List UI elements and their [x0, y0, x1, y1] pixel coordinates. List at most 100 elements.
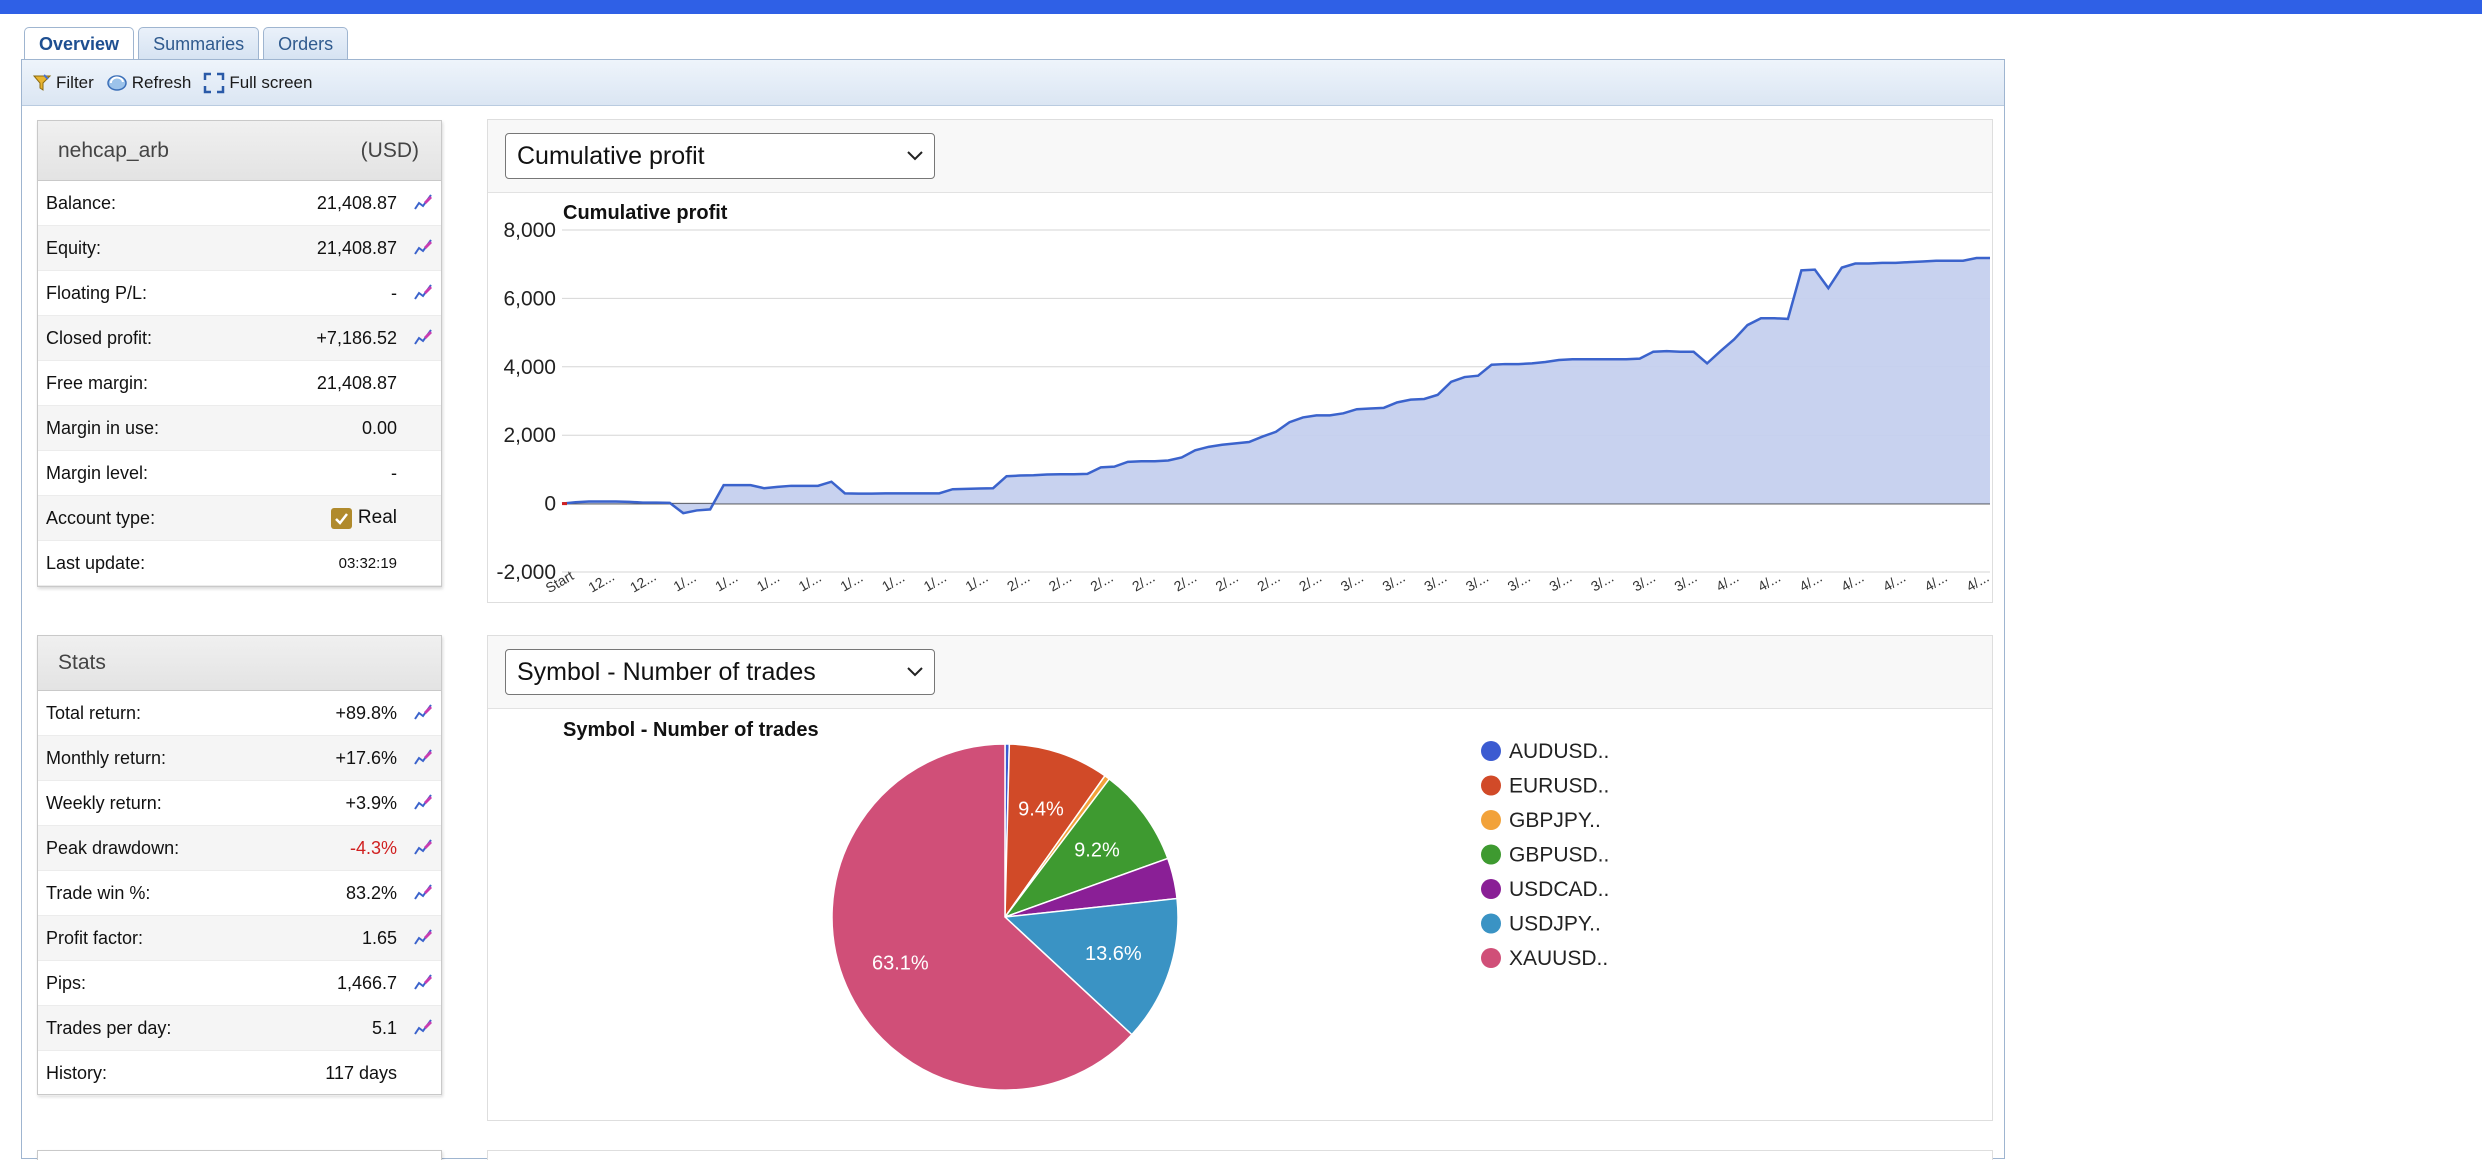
chart-pen-icon[interactable]: [413, 973, 433, 996]
y-tick-label: -2,000: [496, 561, 556, 584]
x-tick-label: 4/...: [1797, 569, 1825, 595]
legend-swatch: [1481, 810, 1501, 830]
stats-rows: Total return: +89.8% Monthly return: +17.6…: [38, 691, 441, 1096]
refresh-icon: [107, 74, 127, 91]
profit-chart-panel: Cumulative profit Cumulative profit 8,00…: [487, 119, 1993, 603]
profit-select-value: Cumulative profit: [517, 142, 705, 170]
chart-pen-icon[interactable]: [413, 1018, 433, 1041]
trade-win-value: 83.2%: [345, 882, 397, 903]
profit-factor-value: 1.65: [361, 927, 397, 948]
x-tick-label: 4/...: [1755, 569, 1783, 595]
trades-per-day-label: Trades per day:: [46, 1017, 172, 1038]
toolbar: Filter Refresh Full screen: [22, 60, 2004, 106]
x-tick-label: 3/...: [1505, 569, 1533, 595]
pie-select-value: Symbol - Number of trades: [517, 658, 816, 686]
account-panel: nehcap_arb (USD) Balance: 21,408.87 Equit…: [37, 120, 442, 587]
pie-slice-label: 9.2%: [1074, 839, 1120, 861]
filter-button[interactable]: Filter: [32, 73, 94, 93]
balance-label: Balance:: [46, 192, 117, 213]
total-return-label: Total return:: [46, 702, 142, 723]
symbol-chart-panel: Symbol - Number of trades Symbol - Numbe…: [487, 635, 1993, 1121]
floating-pl-value: -: [391, 282, 397, 303]
chart-pen-icon[interactable]: [413, 748, 433, 771]
profit-line: [561, 256, 1990, 515]
trades-per-day-row: Trades per day: 5.1: [38, 1006, 441, 1051]
fullscreen-icon: [204, 72, 225, 93]
chart-pen-icon[interactable]: [413, 703, 433, 726]
last-update-row: Last update: 03:32:19: [38, 541, 441, 586]
legend-swatch: [1481, 775, 1501, 796]
tab-orders[interactable]: Orders: [263, 27, 349, 59]
monthly-return-row: Monthly return: +17.6%: [38, 736, 441, 781]
x-tick-label: 4/...: [1713, 569, 1741, 595]
profit-chart-header: Cumulative profit: [488, 120, 1992, 193]
profit-chart-select[interactable]: Cumulative profit: [505, 133, 935, 179]
tab-overview[interactable]: Overview: [24, 27, 135, 61]
history-label: History:: [46, 1062, 108, 1083]
account-type-text: Real: [357, 507, 397, 528]
chart-pen-icon[interactable]: [413, 793, 433, 816]
legend-label: XAUUSD..: [1509, 947, 1608, 970]
margin-in-use-row: Margin in use: 0.00: [38, 406, 441, 451]
equity-value: 21,408.87: [316, 237, 397, 258]
x-tick-label: 4/...: [1880, 569, 1908, 595]
chart-pen-icon[interactable]: [413, 238, 433, 261]
legend-label: EURUSD..: [1509, 775, 1609, 798]
legend-swatch: [1481, 948, 1501, 968]
chart-pen-icon[interactable]: [413, 193, 433, 216]
total-return-value: +89.8%: [335, 702, 397, 723]
pie-slice: [1003, 897, 1179, 1036]
refresh-label: Refresh: [131, 72, 192, 92]
account-currency: (USD): [360, 138, 419, 162]
x-tick-label: 3/...: [1671, 569, 1699, 595]
x-tick-label: 3/...: [1421, 569, 1449, 595]
profit-factor-label: Profit factor:: [46, 927, 144, 948]
peak-drawdown-label: Peak drawdown:: [46, 837, 180, 858]
x-tick-label: 2/...: [1046, 569, 1074, 595]
weekly-return-row: Weekly return: +3.9%: [38, 781, 441, 826]
next-chart-stub: [487, 1150, 1993, 1160]
y-tick-label: 0: [544, 493, 556, 516]
x-tick-label: 3/...: [1380, 569, 1408, 595]
next-panel-stub: [37, 1150, 442, 1160]
x-tick-label: 2/...: [1171, 569, 1199, 595]
x-tick-label: 2/...: [1213, 569, 1241, 595]
x-tick-label: 3/...: [1588, 569, 1616, 595]
refresh-button[interactable]: Refresh: [106, 72, 192, 93]
account-header: nehcap_arb (USD): [38, 121, 441, 181]
x-tick-label: 1/...: [712, 569, 740, 595]
chart-pen-icon[interactable]: [413, 283, 433, 306]
history-row: History: 117 days: [38, 1051, 441, 1096]
pie-chart-title: Symbol - Number of trades: [563, 719, 819, 741]
pie-slice-label: 9.4%: [1018, 799, 1064, 821]
tab-bar: Overview Summaries Orders: [24, 27, 349, 61]
x-tick-label: 1/...: [796, 569, 824, 595]
chart-pen-icon[interactable]: [413, 328, 433, 351]
top-accent-bar: [0, 0, 2482, 14]
profit-chart-title: Cumulative profit: [563, 202, 728, 224]
legend-swatch: [1481, 913, 1501, 934]
fullscreen-button[interactable]: Full screen: [203, 72, 312, 94]
floating-pl-row: Floating P/L: -: [38, 271, 441, 316]
chart-pen-icon[interactable]: [413, 838, 433, 861]
pips-value: 1,466.7: [336, 972, 397, 993]
pie-slice: [1002, 777, 1169, 919]
x-tick-label: 4/...: [1922, 569, 1950, 595]
free-margin-value: 21,408.87: [316, 372, 397, 393]
margin-level-row: Margin level: -: [38, 451, 441, 496]
pie-slice-label: 63.1%: [872, 953, 929, 975]
x-tick-label: 3/...: [1463, 569, 1491, 595]
trade-win-row: Trade win %: 83.2%: [38, 871, 441, 916]
symbol-chart-select[interactable]: Symbol - Number of trades: [505, 649, 935, 695]
pips-row: Pips: 1,466.7: [38, 961, 441, 1006]
tab-summaries[interactable]: Summaries: [138, 27, 260, 59]
account-type-label: Account type:: [46, 507, 156, 528]
chart-pen-icon[interactable]: [413, 883, 433, 906]
peak-drawdown-row: Peak drawdown: -4.3%: [38, 826, 441, 871]
profit-area: [562, 258, 1990, 514]
chart-pen-icon[interactable]: [413, 928, 433, 951]
x-tick-label: 1/...: [962, 569, 990, 595]
legend-label: AUDUSD..: [1509, 740, 1609, 763]
total-return-row: Total return: +89.8%: [38, 691, 441, 736]
